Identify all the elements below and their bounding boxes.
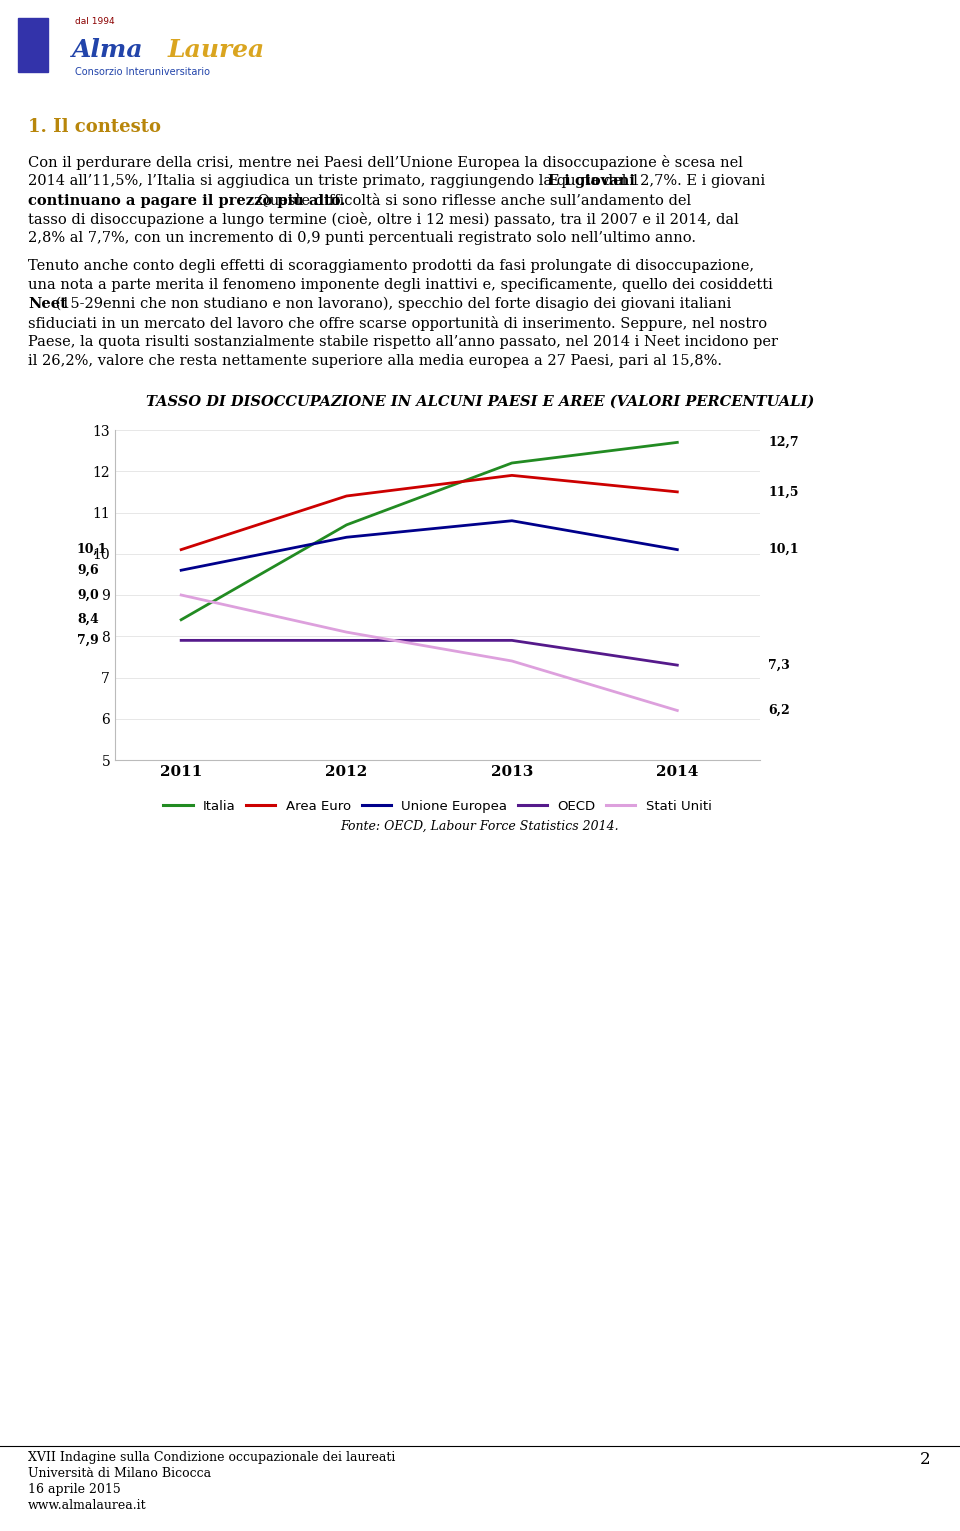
Text: 10,1: 10,1	[77, 544, 108, 556]
Text: Con il perdurare della crisi, mentre nei Paesi dell’Unione Europea la disoccupaz: Con il perdurare della crisi, mentre nei…	[28, 155, 743, 170]
Text: 12,7: 12,7	[768, 436, 799, 449]
Text: 9,0: 9,0	[77, 588, 99, 602]
Text: 11,5: 11,5	[768, 485, 799, 499]
Text: XVII Indagine sulla Condizione occupazionale dei laureati: XVII Indagine sulla Condizione occupazio…	[28, 1451, 396, 1464]
Text: (15-29enni che non studiano e non lavorano), specchio del forte disagio dei giov: (15-29enni che non studiano e non lavora…	[51, 297, 732, 311]
Text: una nota a parte merita il fenomeno imponente degli inattivi e, specificamente, : una nota a parte merita il fenomeno impo…	[28, 279, 773, 292]
Text: Queste difficoltà si sono riflesse anche sull’andamento del: Queste difficoltà si sono riflesse anche…	[253, 193, 691, 207]
Text: Neet: Neet	[28, 297, 67, 311]
Text: 16 aprile 2015: 16 aprile 2015	[28, 1484, 121, 1496]
Text: 10,1: 10,1	[768, 544, 799, 556]
Text: 7,9: 7,9	[77, 634, 99, 648]
Text: 1. Il contesto: 1. Il contesto	[28, 118, 161, 136]
Text: dal 1994: dal 1994	[75, 17, 114, 26]
Text: continuano a pagare il prezzo più alto.: continuano a pagare il prezzo più alto.	[28, 193, 346, 208]
Text: TASSO DI DISOCCUPAZIONE IN ALCUNI PAESI E AREE (VALORI PERCENTUALI): TASSO DI DISOCCUPAZIONE IN ALCUNI PAESI …	[146, 395, 814, 409]
Text: 2: 2	[920, 1451, 930, 1468]
Text: E i giovani: E i giovani	[548, 175, 636, 188]
Text: 7,3: 7,3	[768, 658, 790, 672]
Text: Fonte: OECD, Labour Force Statistics 2014.: Fonte: OECD, Labour Force Statistics 201…	[341, 821, 619, 833]
Text: www.almalaurea.it: www.almalaurea.it	[28, 1499, 147, 1513]
Text: 2,8% al 7,7%, con un incremento di 0,9 punti percentuali registrato solo nell’ul: 2,8% al 7,7%, con un incremento di 0,9 p…	[28, 231, 696, 245]
Legend: Italia, Area Euro, Unione Europea, OECD, Stati Uniti: Italia, Area Euro, Unione Europea, OECD,…	[163, 799, 711, 813]
Text: AL: AL	[33, 38, 52, 52]
Text: Laurea: Laurea	[168, 38, 265, 61]
Text: Tenuto anche conto degli effetti di scoraggiamento prodotti da fasi prolungate d: Tenuto anche conto degli effetti di scor…	[28, 259, 755, 273]
Text: Consorzio Interuniversitario: Consorzio Interuniversitario	[75, 67, 210, 77]
Text: Paese, la quota risulti sostanzialmente stabile rispetto all’anno passato, nel 2: Paese, la quota risulti sostanzialmente …	[28, 335, 778, 349]
Text: 9,6: 9,6	[77, 563, 99, 577]
Text: Alma: Alma	[72, 38, 144, 61]
Text: tasso di disoccupazione a lungo termine (cioè, oltre i 12 mesi) passato, tra il : tasso di disoccupazione a lungo termine …	[28, 211, 739, 227]
Text: sfiduciati in un mercato del lavoro che offre scarse opportunità di inserimento.: sfiduciati in un mercato del lavoro che …	[28, 315, 767, 331]
Text: Università di Milano Bicocca: Università di Milano Bicocca	[28, 1467, 211, 1480]
Text: 2014 all’11,5%, l’Italia si aggiudica un triste primato, raggiungendo la quota d: 2014 all’11,5%, l’Italia si aggiudica un…	[28, 175, 765, 188]
Text: 8,4: 8,4	[77, 614, 99, 626]
Text: il 26,2%, valore che resta nettamente superiore alla media europea a 27 Paesi, p: il 26,2%, valore che resta nettamente su…	[28, 354, 722, 367]
Text: 6,2: 6,2	[768, 704, 790, 717]
